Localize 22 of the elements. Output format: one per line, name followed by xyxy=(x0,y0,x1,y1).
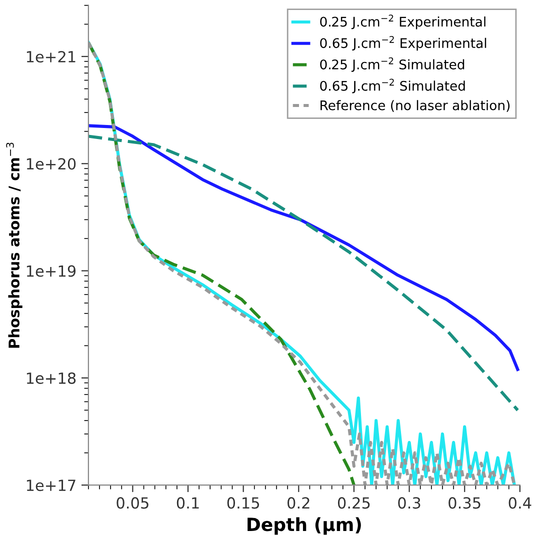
y-tick-label: 1e+20 xyxy=(26,158,76,170)
y-axis-title: Phosphorus atoms / cm$^{−3}$ xyxy=(6,142,22,348)
x-tick-label: 0.25 xyxy=(338,497,370,509)
line-series xyxy=(88,134,520,412)
x-axis-title: Depth (µm) xyxy=(248,517,361,535)
legend-label: 0.25 J.cm$^{−2}$ Simulated xyxy=(320,57,464,72)
x-tick-label: 0.35 xyxy=(448,497,480,509)
x-tick-label: 0.15 xyxy=(227,497,260,509)
y-tick-label: 1e+21 xyxy=(26,50,76,63)
x-tick-label: 0.2 xyxy=(288,497,310,509)
legend-label: 0.65 J.cm$^{−2}$ Simulated xyxy=(320,78,465,94)
line-series xyxy=(88,124,520,371)
x-tick-label: 0.1 xyxy=(176,497,199,509)
x-tick-label: 0.4 xyxy=(508,497,532,509)
x-tick-label: 0.3 xyxy=(398,497,420,509)
legend-label: 0.65 J.cm$^{−2}$ Experimental xyxy=(320,36,486,51)
x-tick-label: 0.05 xyxy=(116,497,148,509)
legend-label: 0.25 J.cm$^{−2}$ Experimental xyxy=(320,14,486,30)
y-tick-label: 1e+18 xyxy=(26,372,76,384)
legend-label: Reference (no laser ablation) xyxy=(320,100,510,112)
y-tick-label: 1e+17 xyxy=(26,480,76,492)
y-tick-label: 1e+19 xyxy=(26,265,76,277)
